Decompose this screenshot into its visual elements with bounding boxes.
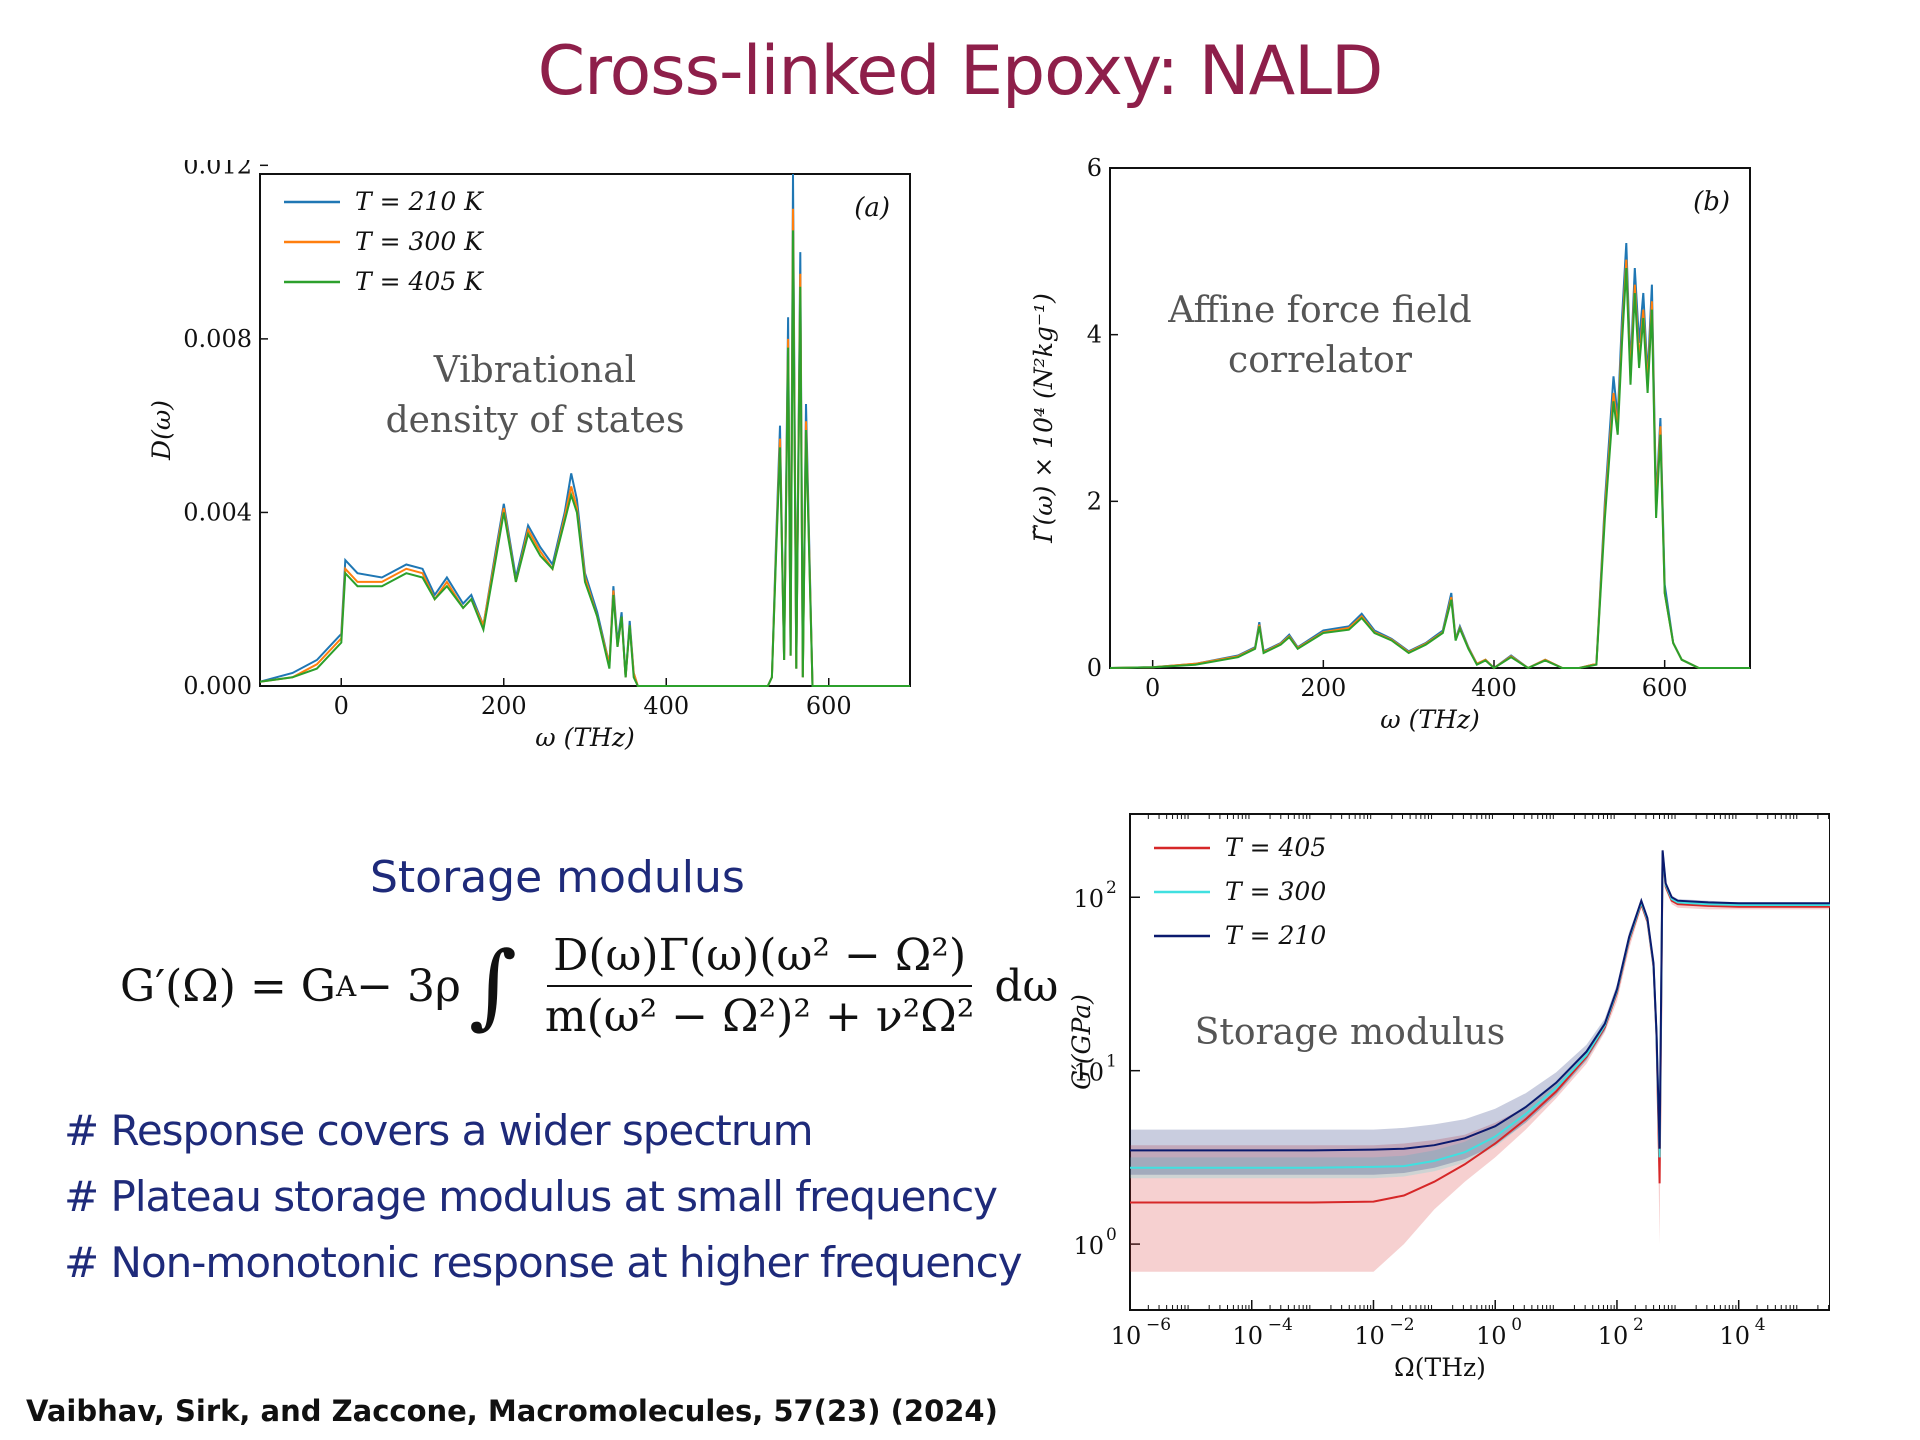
legend-label: T = 405 <box>1225 833 1326 862</box>
y-tick-label: 0.008 <box>183 325 252 353</box>
legend-label: T = 300 <box>1225 877 1326 906</box>
bullet-list: # Response covers a wider spectrum # Pla… <box>64 1098 1023 1296</box>
bullet-item: # Plateau storage modulus at small frequ… <box>64 1172 998 1221</box>
x-tick-exponent: −6 <box>1146 1315 1171 1335</box>
x-axis-label: ω (THz) <box>1380 705 1480 734</box>
series-band <box>1130 850 1830 1272</box>
series-line <box>1109 267 1750 670</box>
equation-minus-term: − 3ρ <box>356 960 461 1012</box>
y-tick-label: 2 <box>1087 487 1102 515</box>
x-tick-label: 0 <box>334 692 349 720</box>
x-tick-exponent: 0 <box>1511 1315 1522 1335</box>
equation-lhs: G′(Ω) = G <box>120 960 336 1012</box>
y-axis-label: D(ω) <box>147 400 176 461</box>
x-tick-label: 10 <box>1476 1322 1507 1350</box>
annotation-text: Vibrational <box>433 350 636 391</box>
x-tick-exponent: 4 <box>1755 1315 1766 1335</box>
annotation-text: Affine force field <box>1167 290 1471 331</box>
y-axis-label: G′(GPa) <box>1067 994 1096 1090</box>
series-line <box>1130 850 1830 1152</box>
y-tick-label: 4 <box>1087 321 1102 349</box>
y-tick-label: 0.000 <box>183 672 252 700</box>
panel-label: (b) <box>1693 187 1730 217</box>
plot-frame <box>1109 167 1751 669</box>
y-tick-label: 0 <box>1087 654 1102 682</box>
citation: Vaibhav, Sirk, and Zaccone, Macromolecul… <box>26 1394 998 1428</box>
x-tick-label: 600 <box>1642 674 1688 702</box>
x-tick-label: 200 <box>1300 674 1346 702</box>
y-tick-label: 10 <box>1073 885 1104 913</box>
vdos-chart: 0 200 400 600 0.000 0.004 0.008 0.012 ω (THz) D(ω… <box>147 160 911 752</box>
y-axis-label: Γ̃(ω) × 10⁴ (N²kg⁻¹) <box>1030 293 1058 544</box>
slide-title: Cross-linked Epoxy: NALD <box>537 32 1384 111</box>
x-tick-exponent: 2 <box>1633 1315 1644 1335</box>
y-tick-label: 0.012 <box>183 160 252 179</box>
legend-label: T = 405 K <box>355 267 484 296</box>
force-correlator-chart: 0 200 400 600 0 2 4 6 ω (THz) Γ̃(ω) × 10⁴ (N²kg⁻¹… <box>1030 154 1751 734</box>
y-tick-exponent: 0 <box>1106 1225 1117 1245</box>
plot-frame <box>1129 813 1830 1311</box>
y-tick-label: 10 <box>1073 1059 1104 1087</box>
x-tick-label: 0 <box>1145 674 1160 702</box>
equation-denominator: m(ω² − Ω²)² + ν²Ω² <box>544 991 975 1042</box>
x-tick-label: 10 <box>1111 1322 1142 1350</box>
legend-label: T = 210 K <box>355 187 484 216</box>
x-tick-label: 10 <box>1598 1322 1629 1350</box>
legend-label: T = 300 K <box>355 227 484 256</box>
plot-frame <box>259 173 911 687</box>
x-tick-label: 400 <box>643 692 689 720</box>
integral-sign: ∫ <box>468 932 517 1039</box>
annotation-text: Storage modulus <box>1195 1012 1505 1053</box>
x-tick-label: 10 <box>1719 1322 1750 1350</box>
x-tick-label: 600 <box>806 692 852 720</box>
storage-modulus-heading: Storage modulus <box>370 852 745 903</box>
equation-lhs-subscript: A <box>335 969 357 1003</box>
annotation-text: correlator <box>1228 340 1413 381</box>
series-band <box>1130 848 1830 1175</box>
equation-fraction: D(ω)Γ(ω)(ω² − Ω²) m(ω² − Ω²)² + ν²Ω² <box>539 930 981 1042</box>
legend-label: T = 210 <box>1225 921 1326 950</box>
annotation-text: density of states <box>386 400 685 441</box>
y-tick-label: 6 <box>1087 154 1102 182</box>
bullet-item: # Response covers a wider spectrum <box>64 1106 814 1155</box>
y-tick-exponent: 1 <box>1106 1052 1117 1072</box>
x-tick-label: 400 <box>1471 674 1517 702</box>
x-tick-label: 10 <box>1354 1322 1385 1350</box>
y-tick-label: 10 <box>1073 1232 1104 1260</box>
bullet-item: # Non-monotonic response at higher frequ… <box>64 1238 1023 1287</box>
x-axis-label: Ω(THz) <box>1394 1353 1486 1382</box>
x-tick-exponent: −2 <box>1389 1315 1414 1335</box>
y-tick-label: 0.004 <box>183 498 252 526</box>
equation-numerator: D(ω)Γ(ω)(ω² − Ω²) <box>547 930 973 987</box>
panel-label: (a) <box>854 193 890 223</box>
x-tick-label: 10 <box>1232 1322 1263 1350</box>
equation-differential: dω <box>994 960 1059 1012</box>
x-tick-exponent: −4 <box>1268 1315 1293 1335</box>
x-tick-label: 200 <box>481 692 527 720</box>
series-line <box>259 230 910 687</box>
y-tick-exponent: 2 <box>1106 878 1117 898</box>
storage-modulus-chart: 10 −6 10 −4 10 −2 10 0 10 2 10 410 010 110 2Ω(THz)G′(G… <box>1067 813 1830 1382</box>
x-axis-label: ω (THz) <box>535 723 635 752</box>
